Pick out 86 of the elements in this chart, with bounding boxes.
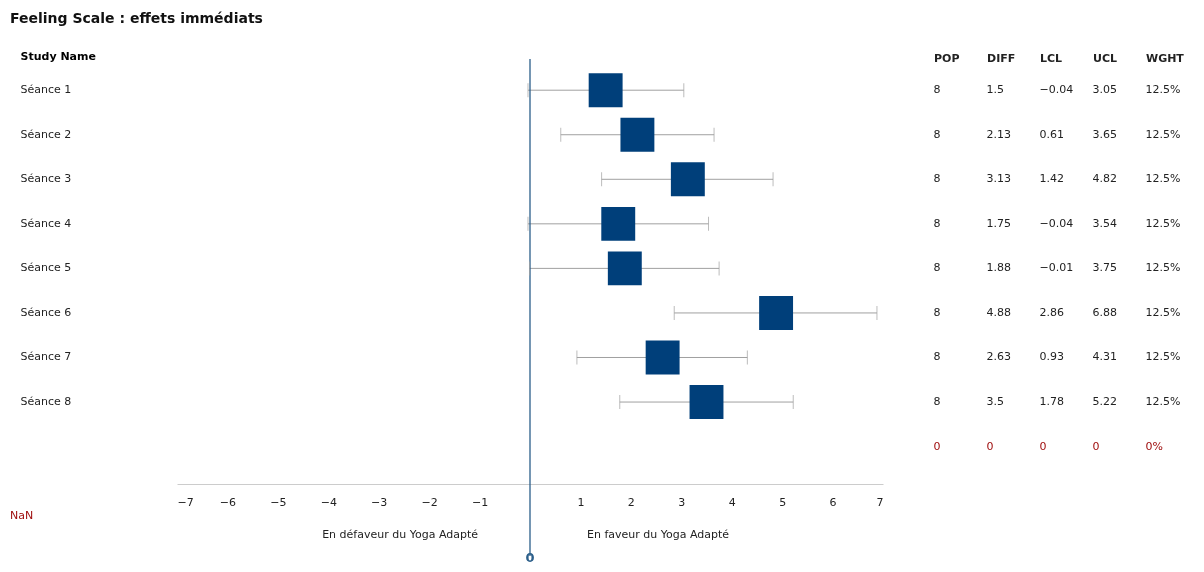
point [607, 251, 642, 286]
text: 8 [933, 172, 941, 186]
text: 1.78 [1039, 395, 1064, 409]
text: En faveur du Yoga Adapté [587, 528, 730, 541]
y-tick-label: Séance 1 [20, 83, 72, 97]
x-tick-label: 7 [876, 495, 884, 509]
x-tick-label: 1 [577, 495, 585, 509]
x-tick-label: 6 [829, 495, 837, 509]
text: En défaveur du Yoga Adapté [322, 528, 479, 541]
y-tick-label: Séance 3 [20, 172, 72, 186]
text: 3.54 [1092, 216, 1117, 230]
text: 12.5% [1145, 172, 1181, 186]
category-label: DIFF [987, 51, 1016, 65]
x-tick-label: −5 [270, 495, 287, 509]
x-tick-label: −3 [371, 495, 388, 509]
point [645, 340, 680, 375]
text: NaN [10, 509, 34, 522]
text: 1.75 [986, 216, 1011, 230]
x-tick-label: 5 [779, 495, 787, 509]
text: 12.5% [1145, 350, 1181, 364]
y-tick-label: Séance 2 [20, 127, 72, 141]
x-tick-label: 4 [728, 495, 736, 509]
y-tick-label: Séance 4 [20, 216, 72, 230]
text: −0.01 [1039, 261, 1074, 275]
text: 2.86 [1039, 305, 1064, 319]
text: 1.5 [986, 83, 1004, 97]
x-tick-label: −7 [177, 495, 194, 509]
x-tick-label: 2 [627, 495, 635, 509]
point [620, 117, 655, 152]
text: 4.31 [1092, 350, 1117, 364]
text: 12.5% [1145, 127, 1181, 141]
point [759, 295, 794, 330]
text: 1.88 [986, 261, 1011, 275]
text: 0 [1092, 439, 1100, 453]
text: 4.88 [986, 305, 1011, 319]
text: 8 [933, 395, 941, 409]
x-tick-label: 3 [678, 495, 686, 509]
y-tick-label: Séance 6 [20, 305, 72, 319]
ref-line-label: 0 [525, 550, 535, 565]
text: 3.75 [1092, 261, 1117, 275]
text: 12.5% [1145, 305, 1181, 319]
category-label: POP [934, 51, 960, 65]
text: 3.5 [986, 395, 1004, 409]
text: 8 [933, 261, 941, 275]
text: 8 [933, 350, 941, 364]
text: 12.5% [1145, 395, 1181, 409]
text: 3.13 [986, 172, 1011, 186]
text: 2.63 [986, 350, 1011, 364]
text: 12.5% [1145, 261, 1181, 275]
y-tick-label: Séance 8 [20, 395, 72, 409]
point [689, 385, 724, 419]
text: 0.61 [1039, 127, 1064, 141]
point [670, 162, 705, 197]
text: 0.93 [1039, 350, 1064, 364]
text: 3.65 [1092, 127, 1117, 141]
text: 4.82 [1092, 172, 1117, 186]
x-tick-label: −1 [471, 495, 489, 509]
x-tick-label: −2 [421, 495, 438, 509]
text: 1.42 [1039, 172, 1064, 186]
text: −0.04 [1039, 83, 1074, 97]
text: 3.05 [1092, 83, 1117, 97]
text: 8 [933, 83, 941, 97]
category-label: UCL [1093, 51, 1118, 65]
category-label: LCL [1040, 51, 1063, 65]
text: −0.04 [1039, 216, 1074, 230]
text: 12.5% [1145, 216, 1181, 230]
text: 2.13 [986, 127, 1011, 141]
text: 8 [933, 216, 941, 230]
text: 12.5% [1145, 83, 1181, 97]
category-label: WGHT [1146, 51, 1185, 65]
text: 0 [933, 439, 941, 453]
text: 0 [986, 439, 994, 453]
text: 0 [1039, 439, 1047, 453]
x-tick-label: −4 [320, 495, 337, 509]
x-tick-label: −6 [219, 495, 237, 509]
y-tick-label: Séance 5 [20, 261, 72, 275]
point [588, 73, 623, 108]
text: 5.22 [1092, 395, 1117, 409]
chart-title: Feeling Scale : effets immédiats [10, 10, 263, 26]
y-tick-label: Séance 7 [20, 350, 72, 364]
text: 6.88 [1092, 305, 1117, 319]
y-axis-title: Study Name [20, 49, 96, 63]
point [601, 206, 636, 241]
text: 0% [1145, 439, 1163, 453]
text: 8 [933, 305, 941, 319]
text: 8 [933, 127, 941, 141]
